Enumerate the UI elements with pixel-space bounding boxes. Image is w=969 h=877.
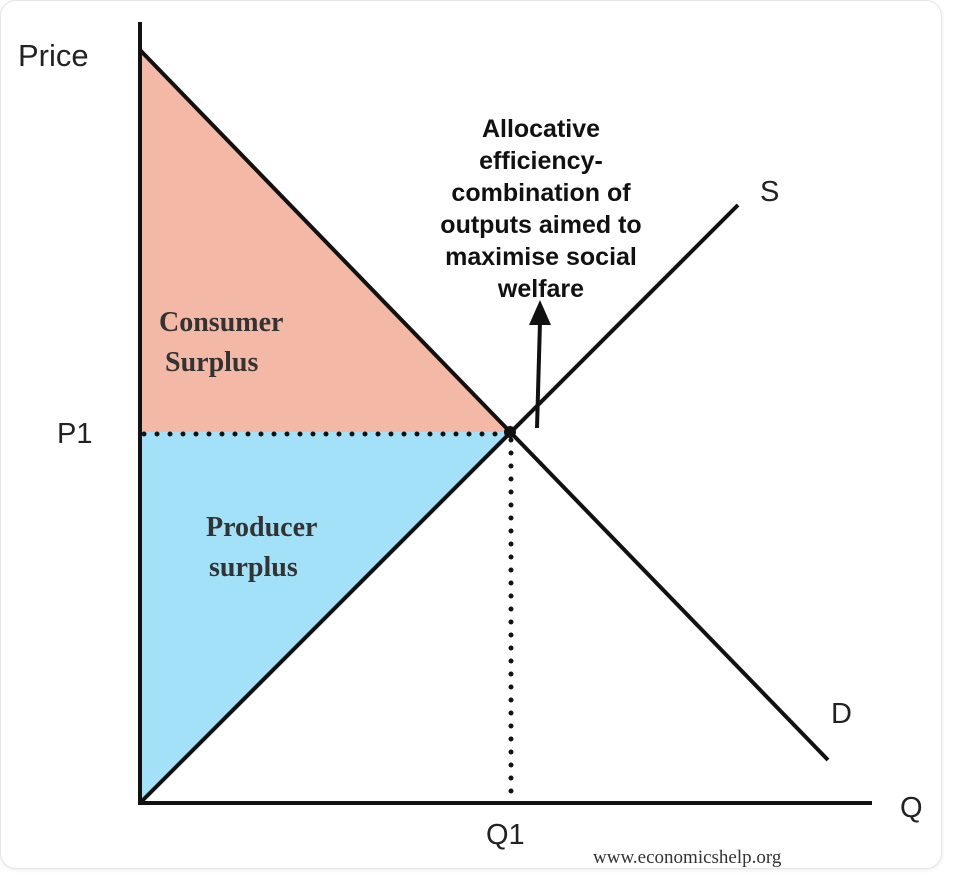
arrow-head xyxy=(529,300,551,325)
annotation-line: combination of xyxy=(451,179,631,207)
x-axis-label: Q xyxy=(900,792,923,824)
demand-curve xyxy=(138,48,830,762)
q1-label: Q1 xyxy=(486,819,525,851)
consumer-surplus-label: Surplus xyxy=(165,347,258,378)
demand-label: D xyxy=(831,698,852,730)
annotation-line: welfare xyxy=(497,275,584,303)
source: www.economicshelp.org xyxy=(593,847,782,868)
consumer-surplus-label: Consumer xyxy=(159,307,283,338)
p1-label: P1 xyxy=(57,418,92,450)
annotation-line: outputs aimed to xyxy=(440,211,641,239)
supply-curve xyxy=(138,203,740,805)
producer-surplus-label: surplus xyxy=(209,552,298,583)
producer-surplus-label: Producer xyxy=(206,512,317,543)
annotation-line: Allocative xyxy=(482,115,600,143)
annotation: Allocative efficiency-combination of outpu… xyxy=(440,115,641,303)
y-axis-label: Price xyxy=(18,38,89,73)
annotation-line: efficiency- xyxy=(479,147,603,175)
annotation-arrow xyxy=(535,321,542,429)
supply-label: S xyxy=(760,176,779,208)
equilibrium-point xyxy=(504,426,516,438)
annotation-line: maximise social xyxy=(445,243,637,271)
